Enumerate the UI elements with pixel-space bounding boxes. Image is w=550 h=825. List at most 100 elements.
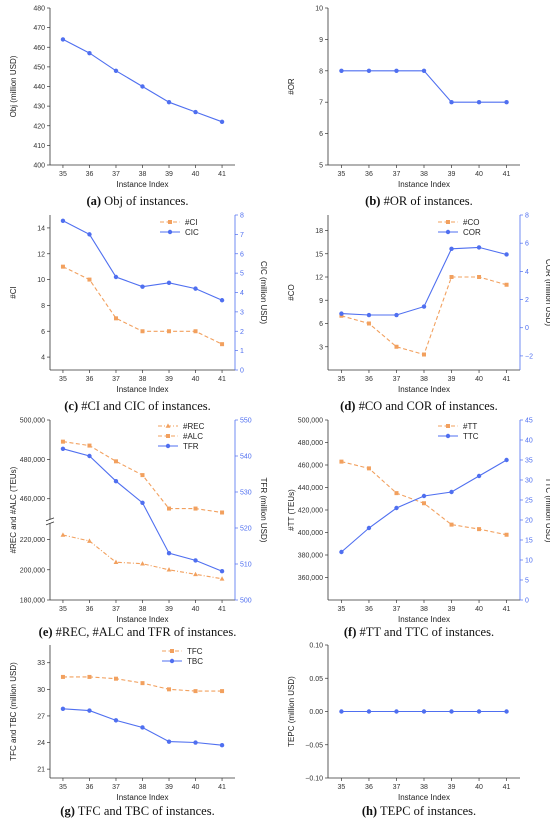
data-point [394,709,399,714]
series-n-rec [60,532,225,581]
caption-letter: (d) [340,399,355,413]
data-point [140,500,145,505]
x-tick-label: 37 [112,606,120,613]
data-point [60,439,65,444]
panel-a: 35 36 37 38 39 40 41 Instance Index 400 410 420 430… [9,6,235,208]
data-point [476,709,482,714]
caption-text: #TT and TTC of instances. [356,625,494,639]
y2-tick-label: 7 [240,232,244,239]
data-point [219,298,225,303]
legend-label: #TT [463,422,477,431]
y-tick-label: 430 [33,104,45,111]
data-point [421,304,427,309]
data-point [166,551,172,556]
y2-tick-label: 550 [240,418,252,425]
y2-axis-label: COR (million USD) [544,259,550,326]
panel-f: 35 36 37 38 39 40 41 Instance Index 360,000 380,0… [287,418,550,640]
data-point [421,68,427,74]
data-point [366,525,372,531]
y2-tick-label: 8 [525,213,529,220]
data-point [113,316,118,321]
x-tick-label: 40 [475,606,483,613]
x-axis-label: Instance Index [116,385,168,394]
y-tick-label: 4 [41,355,45,362]
y-tick-label: 10 [315,6,323,13]
y-tick-label: 410 [33,143,45,150]
series-n-ci [60,264,225,347]
data-point [140,84,145,89]
caption-g: (g) TFC and TBC of instances. [60,804,214,818]
data-point [113,274,119,280]
data-point [339,709,344,714]
legend-label: #ALC [183,432,203,441]
y2-tick-label: −2 [525,353,533,360]
legend-marker [446,424,450,428]
y-tick-label: 30 [37,687,45,694]
y2-tick-label: 0 [525,325,529,332]
legend-label: TBC [187,657,203,666]
data-point [140,284,145,289]
x-tick-label: 36 [86,606,94,613]
y2-tick-label: 0 [525,598,529,605]
y-tick-label: 500,000 [20,418,45,425]
y2-tick-label: 10 [525,558,533,565]
y2-tick-label: 6 [240,251,244,258]
data-point [421,493,427,499]
y-tick-label: 470 [33,25,45,32]
data-point [339,549,344,555]
caption-letter: (g) [60,804,75,818]
x-tick-label: 36 [365,171,373,178]
data-point [449,100,454,105]
x-tick-label: 38 [139,606,147,613]
y-tick-label: 200,000 [20,567,45,574]
data-point [87,277,92,282]
y-tick-label: 8 [319,68,323,75]
y-tick-label: 14 [37,225,45,232]
y2-tick-label: 500 [240,598,252,605]
y-tick-label: 400 [33,163,45,170]
series-line [62,534,223,580]
legend-label: COR [463,228,481,237]
data-point [504,532,509,537]
x-tick-label: 36 [86,784,94,791]
x-tick-label: 37 [393,376,401,383]
y2-tick-label: 4 [525,269,529,276]
x-tick-label: 41 [218,376,226,383]
y2-tick-label: 0 [240,368,244,375]
y-tick-label: 480,000 [298,440,323,447]
series-tbc [60,706,225,748]
legend-label: CIC [185,228,199,237]
y-tick-label: 0.00 [309,709,323,716]
x-tick-label: 36 [365,376,373,383]
y-tick-label: −0.10 [305,776,323,783]
x-tick-label: 39 [448,171,456,178]
series-line [341,276,507,356]
y2-tick-label: 510 [240,562,252,569]
y2-tick-label: 530 [240,490,252,497]
x-axis-label: Instance Index [398,793,450,802]
x-tick-label: 40 [192,376,200,383]
data-point [60,37,66,42]
data-point [140,725,145,730]
y-tick-label: 9 [319,37,323,44]
data-point [113,718,119,723]
x-tick-label: 41 [503,784,511,791]
x-tick-label: 41 [503,376,511,383]
data-point [449,489,454,495]
legend-marker [165,443,171,449]
data-point [421,709,427,714]
data-point [219,119,225,125]
data-point [166,739,172,744]
series-n-co [339,275,509,357]
data-point [166,100,172,105]
data-point [504,252,509,257]
data-point [219,576,225,581]
y2-tick-label: 30 [525,478,533,485]
panel-g: 35 36 37 38 39 40 41 Instance Index 21 24 27 30 33 TF… [9,645,235,818]
data-point [394,68,399,74]
data-point [166,280,172,286]
x-tick-label: 38 [420,376,428,383]
x-tick-label: 40 [475,784,483,791]
caption-c: (c) #CI and CIC of instances. [64,399,211,413]
